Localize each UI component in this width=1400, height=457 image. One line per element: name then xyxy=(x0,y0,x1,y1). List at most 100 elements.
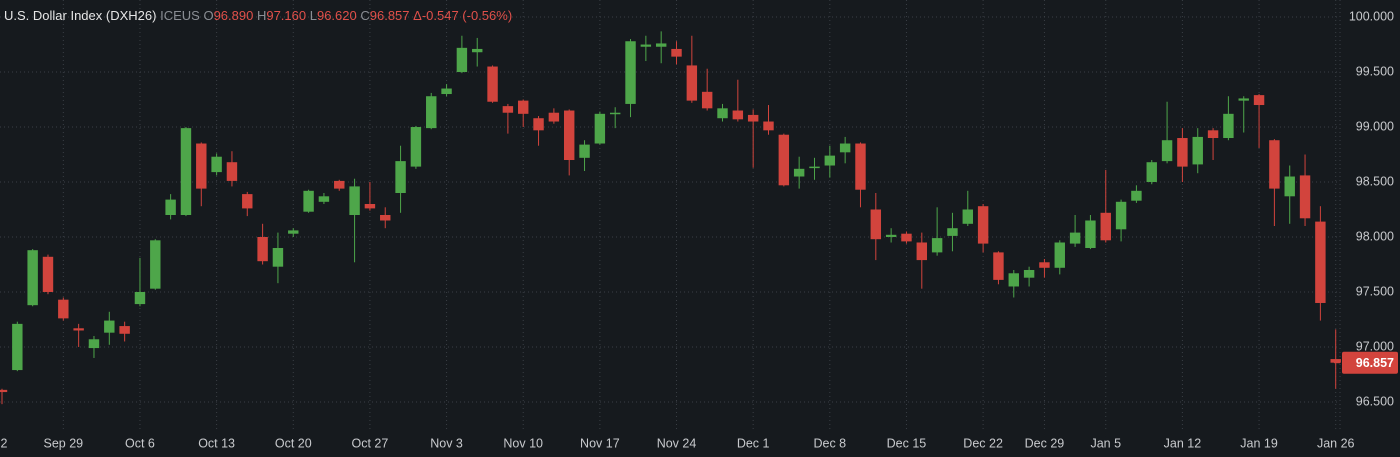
candle-body xyxy=(655,43,667,47)
x-tick-label: Nov 17 xyxy=(580,436,620,450)
candle-body xyxy=(487,66,498,102)
candle-body xyxy=(1284,176,1295,197)
candle-body xyxy=(1207,130,1219,139)
candle-body xyxy=(288,230,299,234)
candle-body xyxy=(119,326,130,334)
x-tick-label: Jan 5 xyxy=(1090,436,1121,450)
candle-body xyxy=(211,156,222,173)
x-tick-label: 2 xyxy=(1,436,8,450)
candle-body xyxy=(257,236,268,262)
candle-body xyxy=(947,228,958,236)
y-tick-label: 98.000 xyxy=(1356,229,1394,243)
candle-body xyxy=(12,323,23,371)
x-tick-label: Dec 22 xyxy=(963,436,1003,450)
open-key: O xyxy=(203,8,214,23)
candle-body xyxy=(150,240,161,289)
candle-body xyxy=(977,206,989,244)
candle-body xyxy=(0,389,8,393)
candle-body xyxy=(763,121,774,131)
candle-body xyxy=(1299,175,1311,219)
high-key: H xyxy=(256,8,267,23)
candle-body xyxy=(671,48,682,57)
candle-body xyxy=(793,168,805,177)
candle-body xyxy=(1269,140,1280,189)
low-value: 96.620 xyxy=(316,8,357,23)
candle-body xyxy=(165,199,176,215)
close-value: 96.857 xyxy=(369,8,410,23)
candle-body xyxy=(1253,95,1265,106)
candle-body xyxy=(104,320,115,333)
candle-body xyxy=(579,144,590,158)
candle-body xyxy=(686,65,698,101)
candle-body xyxy=(180,128,192,215)
candle-body xyxy=(334,180,345,189)
candle-body xyxy=(27,250,38,306)
candle-body xyxy=(196,143,207,189)
x-tick-label: Nov 3 xyxy=(430,436,463,450)
x-tick-label: Jan 19 xyxy=(1240,436,1278,450)
x-tick-label: Dec 1 xyxy=(737,436,770,450)
x-tick-label: Oct 27 xyxy=(352,436,389,450)
candle-body xyxy=(625,41,636,104)
x-tick-label: Dec 15 xyxy=(887,436,927,450)
candle-body xyxy=(502,106,514,113)
candle-body xyxy=(410,127,422,167)
candle-body xyxy=(855,143,866,190)
candle-body xyxy=(73,328,84,331)
candle-body xyxy=(885,234,897,237)
y-tick-label: 96.500 xyxy=(1356,394,1394,408)
candle-body xyxy=(42,256,54,292)
candle-body xyxy=(364,204,376,209)
candle-body xyxy=(1177,138,1188,167)
candle-body xyxy=(1161,140,1173,162)
last-price-label: 96.857 xyxy=(1356,356,1394,370)
candle-body xyxy=(778,134,790,186)
candle-body xyxy=(242,194,253,209)
y-tick-label: 99.500 xyxy=(1356,64,1394,78)
x-tick-label: Oct 13 xyxy=(198,436,235,450)
candle-body xyxy=(747,114,759,122)
candle-body xyxy=(824,155,836,166)
candle-body xyxy=(962,209,973,224)
candle-body xyxy=(518,100,529,114)
candle-body xyxy=(456,47,468,73)
candle-body xyxy=(931,238,943,253)
candle-body xyxy=(1039,262,1050,268)
candle-body xyxy=(1238,98,1249,101)
candle-body xyxy=(1192,136,1203,165)
y-tick-label: 97.000 xyxy=(1356,339,1394,353)
candle-body xyxy=(1223,113,1234,139)
candle-body xyxy=(594,113,606,144)
candle-body xyxy=(380,215,391,221)
candle-body xyxy=(303,190,314,212)
candle-body xyxy=(1115,201,1127,230)
candle-body xyxy=(1330,359,1341,363)
candle-body xyxy=(1085,220,1096,248)
candle-body xyxy=(58,299,69,319)
symbol-title: U.S. Dollar Index (DXH26) xyxy=(4,8,157,23)
candle-body xyxy=(395,161,406,194)
chart-header: U.S. Dollar Index (DXH26) ICEUS O96.890 … xyxy=(4,8,512,23)
low-key: L xyxy=(309,8,317,23)
x-tick-label: Dec 29 xyxy=(1025,436,1065,450)
candle-body xyxy=(563,110,575,161)
candle-body xyxy=(318,196,330,202)
open-value: 96.890 xyxy=(213,8,254,23)
x-tick-label: Jan 26 xyxy=(1317,436,1355,450)
y-tick-label: 98.500 xyxy=(1356,174,1394,188)
x-tick-label: Oct 20 xyxy=(275,436,312,450)
candle-body xyxy=(609,112,621,115)
candle-body xyxy=(732,110,744,120)
candle-body xyxy=(1054,242,1065,268)
candle-body xyxy=(809,166,820,169)
x-tick-label: Dec 8 xyxy=(813,436,846,450)
candle-body xyxy=(901,233,912,242)
candle-body xyxy=(1100,212,1111,241)
candle-body xyxy=(870,209,882,240)
y-tick-label: 99.000 xyxy=(1356,119,1394,133)
close-key: C xyxy=(360,8,370,23)
candle-body xyxy=(701,91,713,109)
y-tick-label: 100.000 xyxy=(1349,9,1394,23)
